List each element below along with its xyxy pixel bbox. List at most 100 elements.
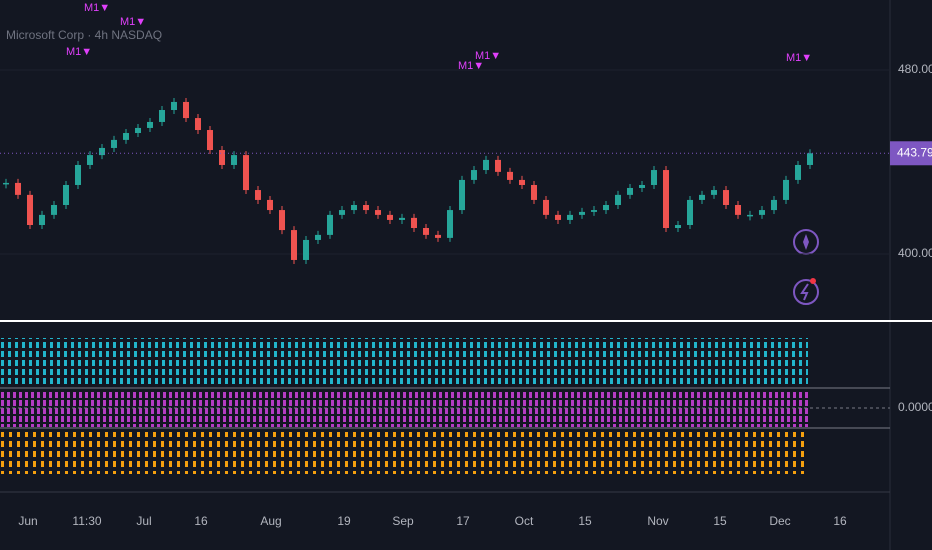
candle [87, 155, 93, 165]
x-tick-label: Jul [136, 514, 151, 528]
x-tick-label: 11:30 [72, 514, 101, 528]
last-price-box [890, 141, 932, 166]
candle [135, 127, 141, 134]
indicator-band-orange [0, 432, 808, 474]
candle [159, 110, 165, 122]
candle [399, 217, 405, 220]
candle [123, 133, 129, 140]
candle [315, 234, 321, 240]
candle [459, 179, 465, 211]
signal-marker: M1▼ [458, 60, 484, 72]
x-tick-label: Sep [392, 514, 414, 528]
candle [267, 199, 273, 211]
candle [675, 225, 681, 228]
candle [687, 199, 693, 226]
candle [195, 118, 201, 131]
candle [327, 214, 333, 235]
x-tick-label: 19 [337, 514, 351, 528]
candle [723, 190, 729, 205]
candle [627, 187, 633, 195]
candle [495, 159, 501, 172]
candle [711, 190, 717, 195]
candle [207, 130, 213, 151]
candle [363, 204, 369, 211]
x-tick-label: 15 [713, 514, 727, 528]
candle [27, 194, 33, 226]
x-tick-label: 17 [456, 514, 470, 528]
candle [447, 210, 453, 238]
candle [651, 170, 657, 185]
y-tick-label: 400.00 [898, 246, 932, 260]
signal-marker: M1▼ [786, 52, 812, 64]
candle [339, 210, 345, 215]
candle [219, 150, 225, 165]
candle [579, 211, 585, 215]
candle [567, 214, 573, 220]
last-price-label: 443.79 [897, 145, 932, 159]
x-tick-label: Aug [260, 514, 281, 528]
candle [147, 121, 153, 128]
signal-marker: M1▼ [84, 2, 110, 14]
ai-icon-star [803, 234, 809, 250]
candle [759, 210, 765, 215]
candle [423, 227, 429, 235]
indicator-band-cyan [0, 338, 808, 386]
candle [807, 153, 813, 165]
candle [435, 234, 441, 238]
x-tick-label: Dec [769, 514, 790, 528]
signal-marker: M1▼ [120, 16, 146, 28]
candle [519, 179, 525, 185]
candle [771, 199, 777, 211]
candle [591, 210, 597, 212]
candle [3, 182, 9, 185]
candle [255, 190, 261, 200]
y-tick-label: 480.00 [898, 62, 932, 76]
indicator-zero-label: 0.0000 [898, 400, 932, 414]
candle [639, 184, 645, 188]
symbol-title: Microsoft Corp · 4h NASDAQ [6, 28, 162, 42]
alert-icon[interactable] [793, 279, 819, 305]
candle [471, 170, 477, 180]
candle [279, 210, 285, 231]
candle [699, 194, 705, 200]
candle [75, 164, 81, 185]
candle [375, 210, 381, 215]
candle [531, 184, 537, 200]
candle [663, 170, 669, 228]
candle [39, 214, 45, 226]
signal-marker: M1▼ [475, 50, 501, 62]
candle [783, 179, 789, 200]
candle [231, 155, 237, 165]
candle [795, 164, 801, 180]
x-tick-label: Jun [18, 514, 37, 528]
candle [243, 155, 249, 191]
x-tick-label: Oct [515, 514, 534, 528]
alert-icon-bolt [800, 283, 809, 301]
candle [63, 184, 69, 205]
candle [15, 182, 21, 195]
candle [507, 171, 513, 180]
candle [183, 101, 189, 119]
candle [411, 217, 417, 228]
x-tick-label: 16 [194, 514, 208, 528]
candle [51, 204, 57, 215]
candle [351, 204, 357, 211]
candle [291, 230, 297, 260]
candle [543, 199, 549, 215]
candle [99, 147, 105, 156]
indicator-pane: 0.0000 [0, 338, 932, 474]
candle [303, 239, 309, 260]
candle [615, 194, 621, 205]
candle [111, 139, 117, 148]
x-tick-label: 16 [833, 514, 847, 528]
candle [483, 159, 489, 171]
signal-marker: M1▼ [66, 46, 92, 58]
x-tick-label: Nov [647, 514, 668, 528]
candle [387, 214, 393, 220]
x-tick-label: 15 [578, 514, 592, 528]
candle [735, 204, 741, 215]
candle [603, 204, 609, 211]
candle [555, 214, 561, 220]
